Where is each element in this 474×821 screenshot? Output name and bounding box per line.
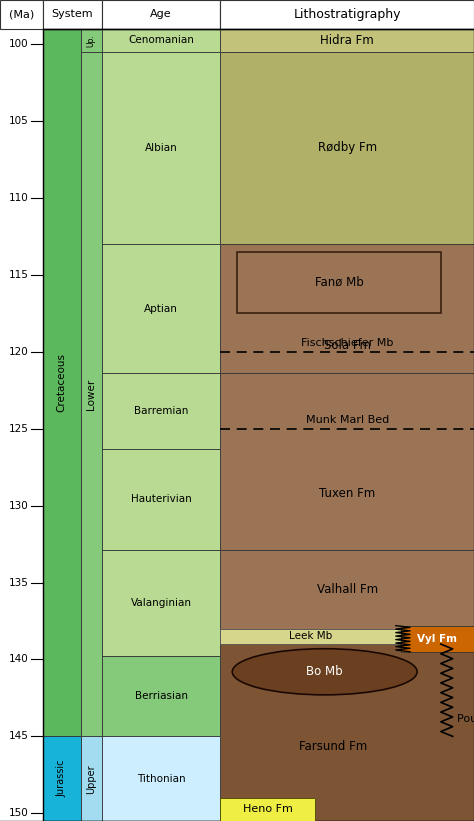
Bar [220, 798, 315, 821]
Bar [102, 0, 220, 29]
Bar [220, 374, 474, 550]
Text: Berriasian: Berriasian [135, 691, 188, 701]
Text: Fanø Mb: Fanø Mb [315, 276, 363, 289]
Text: 110: 110 [9, 193, 28, 203]
Bar [102, 52, 220, 244]
Text: Aptian: Aptian [144, 304, 178, 314]
Text: Upper: Upper [86, 764, 96, 794]
Text: 105: 105 [9, 116, 28, 126]
Text: Hidra Fm: Hidra Fm [320, 34, 374, 47]
Text: Jurassic: Jurassic [56, 760, 67, 797]
Text: Leek Mb: Leek Mb [289, 631, 332, 641]
Bar [220, 550, 474, 629]
Text: 145: 145 [9, 732, 28, 741]
Text: Valhall Fm: Valhall Fm [317, 583, 378, 596]
Text: Sola Fm: Sola Fm [324, 339, 371, 352]
Bar [220, 29, 474, 52]
Bar [0, 0, 43, 29]
Text: Fischschiefer Mb: Fischschiefer Mb [301, 337, 393, 347]
Bar [220, 0, 474, 29]
Bar [237, 252, 441, 314]
Text: (Ma): (Ma) [9, 9, 34, 20]
Text: Cenomanian: Cenomanian [128, 35, 194, 45]
Text: 100: 100 [9, 39, 28, 49]
Text: 135: 135 [9, 577, 28, 588]
Bar [401, 626, 474, 652]
Text: Albian: Albian [145, 143, 178, 153]
Text: 125: 125 [9, 424, 28, 433]
Text: Valanginian: Valanginian [131, 599, 191, 608]
Bar [81, 29, 102, 52]
Text: Rødby Fm: Rødby Fm [318, 141, 377, 154]
Bar [102, 29, 220, 52]
Ellipse shape [232, 649, 417, 695]
Bar [102, 374, 220, 449]
Bar [81, 736, 102, 821]
Bar [43, 736, 81, 821]
Bar [220, 244, 474, 374]
Text: Hauterivian: Hauterivian [131, 494, 191, 504]
Text: 140: 140 [9, 654, 28, 664]
Bar [220, 52, 474, 244]
Text: Tuxen Fm: Tuxen Fm [319, 487, 375, 500]
Text: Lithostratigraphy: Lithostratigraphy [293, 8, 401, 21]
Text: Farsund Fm: Farsund Fm [299, 740, 367, 753]
Bar [102, 657, 220, 736]
Text: Munk Marl Bed: Munk Marl Bed [306, 415, 389, 424]
Bar [102, 244, 220, 374]
Bar [102, 736, 220, 821]
Text: 120: 120 [9, 346, 28, 357]
Text: 115: 115 [9, 270, 28, 280]
Text: Poul Mb: Poul Mb [457, 713, 474, 723]
Text: Tithonian: Tithonian [137, 773, 185, 784]
Text: Vyl Fm: Vyl Fm [417, 634, 457, 644]
Text: Age: Age [150, 9, 172, 20]
Text: Up.: Up. [87, 34, 96, 47]
Text: Lower: Lower [86, 378, 96, 410]
Text: Cretaceous: Cretaceous [56, 353, 67, 412]
Bar [220, 629, 401, 644]
Bar [102, 550, 220, 657]
Bar [220, 629, 474, 821]
Bar [43, 29, 81, 736]
Text: Barremian: Barremian [134, 406, 188, 416]
Bar [43, 0, 102, 29]
Text: System: System [52, 9, 93, 20]
Bar [81, 52, 102, 736]
Text: 130: 130 [9, 501, 28, 511]
Bar [102, 449, 220, 550]
Text: Bo Mb: Bo Mb [306, 665, 343, 678]
Text: Heno Fm: Heno Fm [243, 805, 293, 814]
Text: 150: 150 [9, 809, 28, 819]
